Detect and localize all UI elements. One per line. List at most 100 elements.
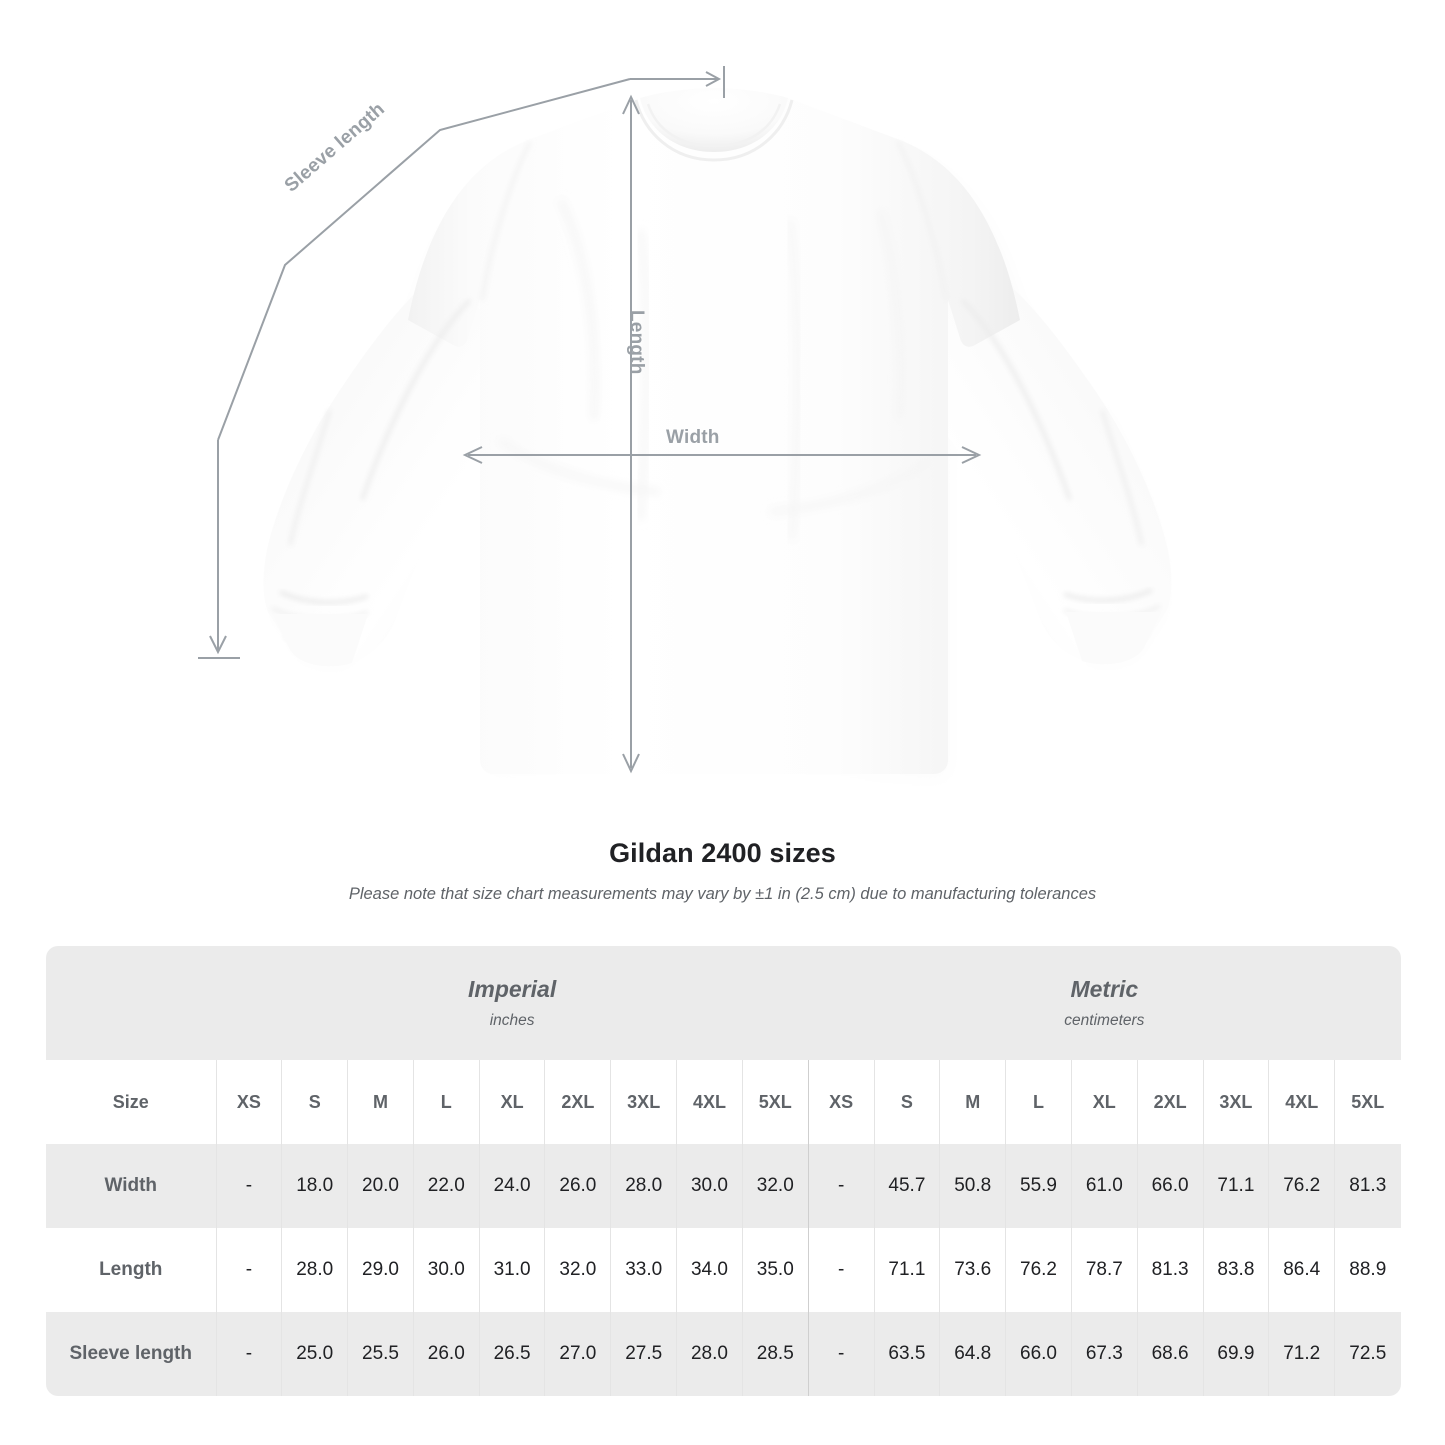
cell-sleeve-imperial-5xl: 28.5 [741, 1312, 809, 1396]
header-cell-imperial-s: S [281, 1060, 348, 1144]
table-row-sleeve-length: Sleeve length - 25.0 25.5 26.0 26.5 27.0… [46, 1312, 1401, 1396]
cell-sleeve-imperial-m: 25.5 [347, 1312, 414, 1396]
table-row-length: Length - 28.0 29.0 30.0 31.0 32.0 33.0 3… [46, 1228, 1401, 1312]
header-cell-metric-2xl: 2XL [1136, 1060, 1203, 1144]
length-label: Length [626, 310, 647, 375]
cell-length-metric-m: 73.6 [939, 1228, 1006, 1312]
cell-width-metric-s: 45.7 [873, 1144, 940, 1228]
cell-sleeve-metric-4xl: 71.2 [1268, 1312, 1335, 1396]
table-header-row: Size XS S M L XL 2XL 3XL 4XL 5XL XS S M … [46, 1060, 1401, 1144]
cell-width-imperial-5xl: 32.0 [741, 1144, 809, 1228]
cell-length-imperial-l: 30.0 [412, 1228, 480, 1312]
title-block: Gildan 2400 sizes Please note that size … [0, 838, 1445, 904]
cell-sleeve-imperial-l: 26.0 [412, 1312, 480, 1396]
width-right-arrowhead [961, 446, 982, 464]
chart-title: Gildan 2400 sizes [609, 838, 836, 868]
row-label-sleeve-length: Sleeve length [46, 1312, 216, 1396]
cell-length-metric-xs: - [807, 1228, 875, 1312]
size-chart-table: Imperial inches Metric centimeters Size … [46, 946, 1401, 1396]
header-cell-metric-m: M [939, 1060, 1006, 1144]
cell-length-metric-4xl: 86.4 [1268, 1228, 1335, 1312]
cell-sleeve-imperial-s: 25.0 [281, 1312, 348, 1396]
cell-length-imperial-5xl: 35.0 [741, 1228, 809, 1312]
header-cell-imperial-xs: XS [215, 1060, 282, 1144]
unit-imperial-name: Imperial [468, 976, 557, 1003]
cell-sleeve-metric-xs: - [807, 1312, 875, 1396]
unit-metric-sub: centimeters [1064, 1011, 1145, 1029]
cell-sleeve-metric-s: 63.5 [873, 1312, 940, 1396]
header-cell-metric-l: L [1005, 1060, 1072, 1144]
header-cell-metric-4xl: 4XL [1268, 1060, 1335, 1144]
cell-width-imperial-xl: 24.0 [478, 1144, 545, 1228]
width-left-arrowhead [462, 446, 483, 464]
measurement-lines [198, 66, 982, 774]
cell-width-imperial-3xl: 28.0 [610, 1144, 677, 1228]
header-cell-metric-5xl: 5XL [1334, 1060, 1401, 1144]
header-cell-metric-xs: XS [807, 1060, 875, 1144]
cell-length-imperial-3xl: 33.0 [610, 1228, 677, 1312]
sleeve-bottom-arrowhead [209, 635, 227, 655]
unit-imperial-sub: inches [489, 1011, 535, 1029]
cell-width-imperial-4xl: 30.0 [676, 1144, 743, 1228]
size-chart-table-wrapper: Imperial inches Metric centimeters Size … [46, 946, 1401, 1396]
header-cell-imperial-4xl: 4XL [676, 1060, 743, 1144]
cell-length-imperial-s: 28.0 [281, 1228, 348, 1312]
header-cell-metric-3xl: 3XL [1202, 1060, 1269, 1144]
cell-sleeve-metric-l: 66.0 [1005, 1312, 1072, 1396]
cell-width-imperial-xs: - [215, 1144, 282, 1228]
cell-width-imperial-2xl: 26.0 [544, 1144, 611, 1228]
row-label-length: Length [46, 1228, 216, 1312]
sleeve-diagonal [217, 78, 631, 441]
cell-length-imperial-2xl: 32.0 [544, 1228, 611, 1312]
cell-sleeve-imperial-3xl: 27.5 [610, 1312, 677, 1396]
cell-length-metric-xl: 78.7 [1070, 1228, 1138, 1312]
length-top-arrowhead [622, 94, 640, 115]
cell-length-imperial-xs: - [215, 1228, 282, 1312]
cell-length-metric-2xl: 81.3 [1136, 1228, 1203, 1312]
shirt-body-shape [263, 88, 1172, 774]
header-cell-imperial-xl: XL [478, 1060, 545, 1144]
header-cell-imperial-3xl: 3XL [610, 1060, 677, 1144]
cell-width-metric-4xl: 76.2 [1268, 1144, 1335, 1228]
cell-sleeve-metric-2xl: 68.6 [1136, 1312, 1203, 1396]
cell-length-metric-l: 76.2 [1005, 1228, 1072, 1312]
cell-width-metric-3xl: 71.1 [1202, 1144, 1269, 1228]
unit-imperial-cell: Imperial inches [216, 946, 809, 1060]
unit-metric-name: Metric [1070, 976, 1139, 1003]
cell-width-imperial-m: 20.0 [347, 1144, 414, 1228]
unit-metric-cell: Metric centimeters [808, 946, 1401, 1060]
shirt-illustration [198, 66, 1172, 774]
cell-sleeve-metric-3xl: 69.9 [1202, 1312, 1269, 1396]
garment-diagram: Sleeve length Length Width [198, 66, 1172, 774]
cell-width-metric-l: 55.9 [1005, 1144, 1072, 1228]
cell-length-metric-3xl: 83.8 [1202, 1228, 1269, 1312]
cell-sleeve-metric-5xl: 72.5 [1334, 1312, 1401, 1396]
cell-length-imperial-m: 29.0 [347, 1228, 414, 1312]
table-row-width: Width - 18.0 20.0 22.0 24.0 26.0 28.0 30… [46, 1144, 1401, 1228]
cell-length-imperial-xl: 31.0 [478, 1228, 545, 1312]
cell-width-imperial-s: 18.0 [281, 1144, 348, 1228]
header-cell-imperial-l: L [412, 1060, 480, 1144]
cell-width-metric-xs: - [807, 1144, 875, 1228]
unit-band-row: Imperial inches Metric centimeters [46, 946, 1401, 1060]
cell-sleeve-imperial-xs: - [215, 1312, 282, 1396]
header-cell-metric-s: S [873, 1060, 940, 1144]
cell-width-imperial-l: 22.0 [412, 1144, 480, 1228]
header-cell-metric-xl: XL [1070, 1060, 1138, 1144]
header-size-label: Size [46, 1060, 216, 1144]
cell-length-imperial-4xl: 34.0 [676, 1228, 743, 1312]
header-cell-imperial-m: M [347, 1060, 414, 1144]
width-label: Width [666, 427, 720, 448]
sleeve-top-arrowhead [705, 71, 722, 87]
header-cell-imperial-5xl: 5XL [741, 1060, 809, 1144]
cell-sleeve-metric-m: 64.8 [939, 1312, 1006, 1396]
header-cell-imperial-2xl: 2XL [544, 1060, 611, 1144]
cell-width-metric-5xl: 81.3 [1334, 1144, 1401, 1228]
cell-width-metric-m: 50.8 [939, 1144, 1006, 1228]
cell-length-metric-s: 71.1 [873, 1228, 940, 1312]
cell-width-metric-xl: 61.0 [1070, 1144, 1138, 1228]
tolerance-note: Please note that size chart measurements… [348, 885, 1097, 903]
row-label-width: Width [46, 1144, 216, 1228]
unit-band-spacer [46, 946, 216, 1060]
cell-sleeve-imperial-4xl: 28.0 [676, 1312, 743, 1396]
